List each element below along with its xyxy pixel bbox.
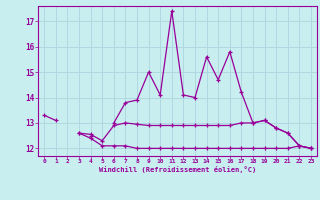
X-axis label: Windchill (Refroidissement éolien,°C): Windchill (Refroidissement éolien,°C) xyxy=(99,166,256,173)
